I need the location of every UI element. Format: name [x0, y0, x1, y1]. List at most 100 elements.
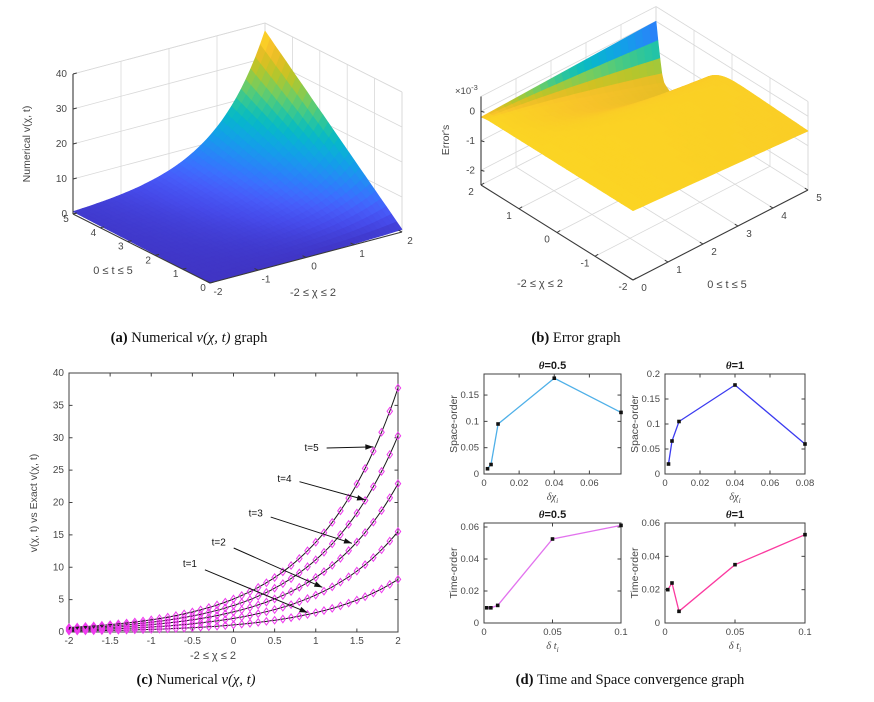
marker-dot: [550, 537, 555, 541]
marker-diamond: [271, 605, 278, 615]
marker-diamond: [394, 526, 402, 537]
marker-diamond: [238, 605, 246, 615]
svg-text:0.04: 0.04: [726, 478, 745, 489]
svg-text:2: 2: [407, 236, 413, 247]
caption-a-seg-0: (a): [110, 330, 128, 346]
marker-dot: [677, 419, 681, 424]
svg-text:0.04: 0.04: [545, 478, 564, 489]
marker-diamond: [295, 597, 303, 607]
marker-diamond: [353, 537, 361, 547]
marker-diamond: [394, 383, 402, 393]
svg-text:10: 10: [53, 562, 65, 573]
marker-diamond: [238, 590, 246, 601]
marker-diamond: [230, 607, 237, 617]
svg-text:0: 0: [61, 209, 67, 220]
arrowhead: [356, 495, 366, 501]
caption-a-seg-1: Numerical: [127, 330, 197, 346]
svg-text:0.05: 0.05: [543, 627, 562, 638]
svg-text:0.06: 0.06: [580, 478, 599, 489]
marker-diamond: [394, 479, 402, 489]
marker-diamond: [328, 560, 336, 570]
marker-diamond: [189, 619, 196, 629]
svg-text:0.15: 0.15: [461, 390, 480, 401]
marker-diamond: [304, 562, 311, 572]
svg-text:1.5: 1.5: [350, 636, 364, 647]
marker-diamond: [361, 528, 369, 538]
series-line: [667, 534, 806, 613]
arrowhead: [313, 581, 323, 588]
svg-text:Time-order: Time-order: [629, 547, 641, 598]
marker-diamond: [320, 586, 328, 596]
series-t=3: [65, 479, 402, 634]
svg-text:-2 ≤ χ ≤ 2: -2 ≤ χ ≤ 2: [517, 278, 563, 290]
svg-text:1: 1: [359, 249, 365, 260]
marker-dot: [484, 606, 489, 610]
marker-diamond: [238, 619, 246, 629]
marker-diamond: [197, 622, 204, 632]
caption-d-seg-0: (d): [515, 672, 534, 688]
svg-text:1: 1: [676, 265, 682, 276]
svg-text:v(χ, t) vs Exact v(χ, t): v(χ, t) vs Exact v(χ, t): [28, 454, 40, 553]
marker-diamond: [271, 615, 278, 625]
marker-dot: [670, 439, 674, 443]
svg-text:δχi: δχi: [729, 492, 740, 505]
marker-diamond: [353, 479, 361, 489]
marker-diamond: [221, 615, 229, 625]
marker-diamond: [378, 584, 385, 594]
marker-dot: [733, 562, 737, 567]
marker-diamond: [205, 612, 213, 622]
svg-text:3: 3: [118, 242, 124, 253]
svg-text:t=4: t=4: [277, 474, 292, 485]
svg-text:0.02: 0.02: [510, 478, 529, 489]
marker-dot: [677, 609, 681, 614]
svg-text:2: 2: [145, 255, 151, 266]
svg-text:θ=0.5: θ=0.5: [539, 360, 566, 372]
svg-text:δχi: δχi: [547, 492, 558, 505]
marker-dot: [489, 462, 493, 467]
svg-text:t=1: t=1: [183, 559, 198, 570]
marker-diamond: [197, 618, 204, 628]
marker-diamond: [370, 446, 377, 456]
marker-dot: [666, 462, 671, 466]
marker-diamond: [205, 602, 213, 613]
marker-diamond: [328, 517, 336, 527]
marker-diamond: [221, 609, 229, 619]
marker-diamond: [180, 616, 188, 626]
marker-dot: [803, 442, 807, 446]
marker-diamond: [287, 587, 295, 597]
marker-diamond: [221, 621, 229, 631]
svg-text:0: 0: [474, 618, 479, 629]
svg-text:0.1: 0.1: [798, 627, 811, 638]
marker-diamond: [230, 594, 237, 604]
marker-dot: [670, 581, 674, 585]
caption-d-seg-1: Time and Space convergence graph: [533, 672, 745, 688]
marker-diamond: [328, 603, 336, 613]
marker-diamond: [263, 587, 270, 597]
svg-text:-1: -1: [147, 636, 156, 647]
marker-diamond: [213, 605, 221, 615]
marker-diamond: [189, 607, 196, 617]
marker-diamond: [345, 493, 352, 503]
marker-diamond: [370, 482, 377, 492]
svg-text:0: 0: [544, 235, 550, 246]
svg-text:0.05: 0.05: [726, 627, 745, 638]
marker-diamond: [189, 615, 196, 625]
marker-diamond: [386, 579, 394, 589]
marker-diamond: [254, 609, 262, 619]
marker-dot: [619, 523, 623, 528]
svg-text:0: 0: [662, 478, 667, 489]
svg-text:2: 2: [395, 636, 401, 647]
marker-diamond: [139, 616, 147, 626]
marker-diamond: [378, 427, 385, 437]
marker-diamond: [279, 590, 287, 600]
marker-dot: [485, 466, 490, 471]
marker-diamond: [353, 508, 361, 518]
marker-diamond: [246, 595, 254, 605]
marker-dot: [496, 422, 500, 426]
svg-text:30: 30: [53, 433, 65, 444]
marker-diamond: [345, 572, 352, 582]
marker-diamond: [98, 620, 106, 630]
marker-diamond: [189, 611, 196, 621]
